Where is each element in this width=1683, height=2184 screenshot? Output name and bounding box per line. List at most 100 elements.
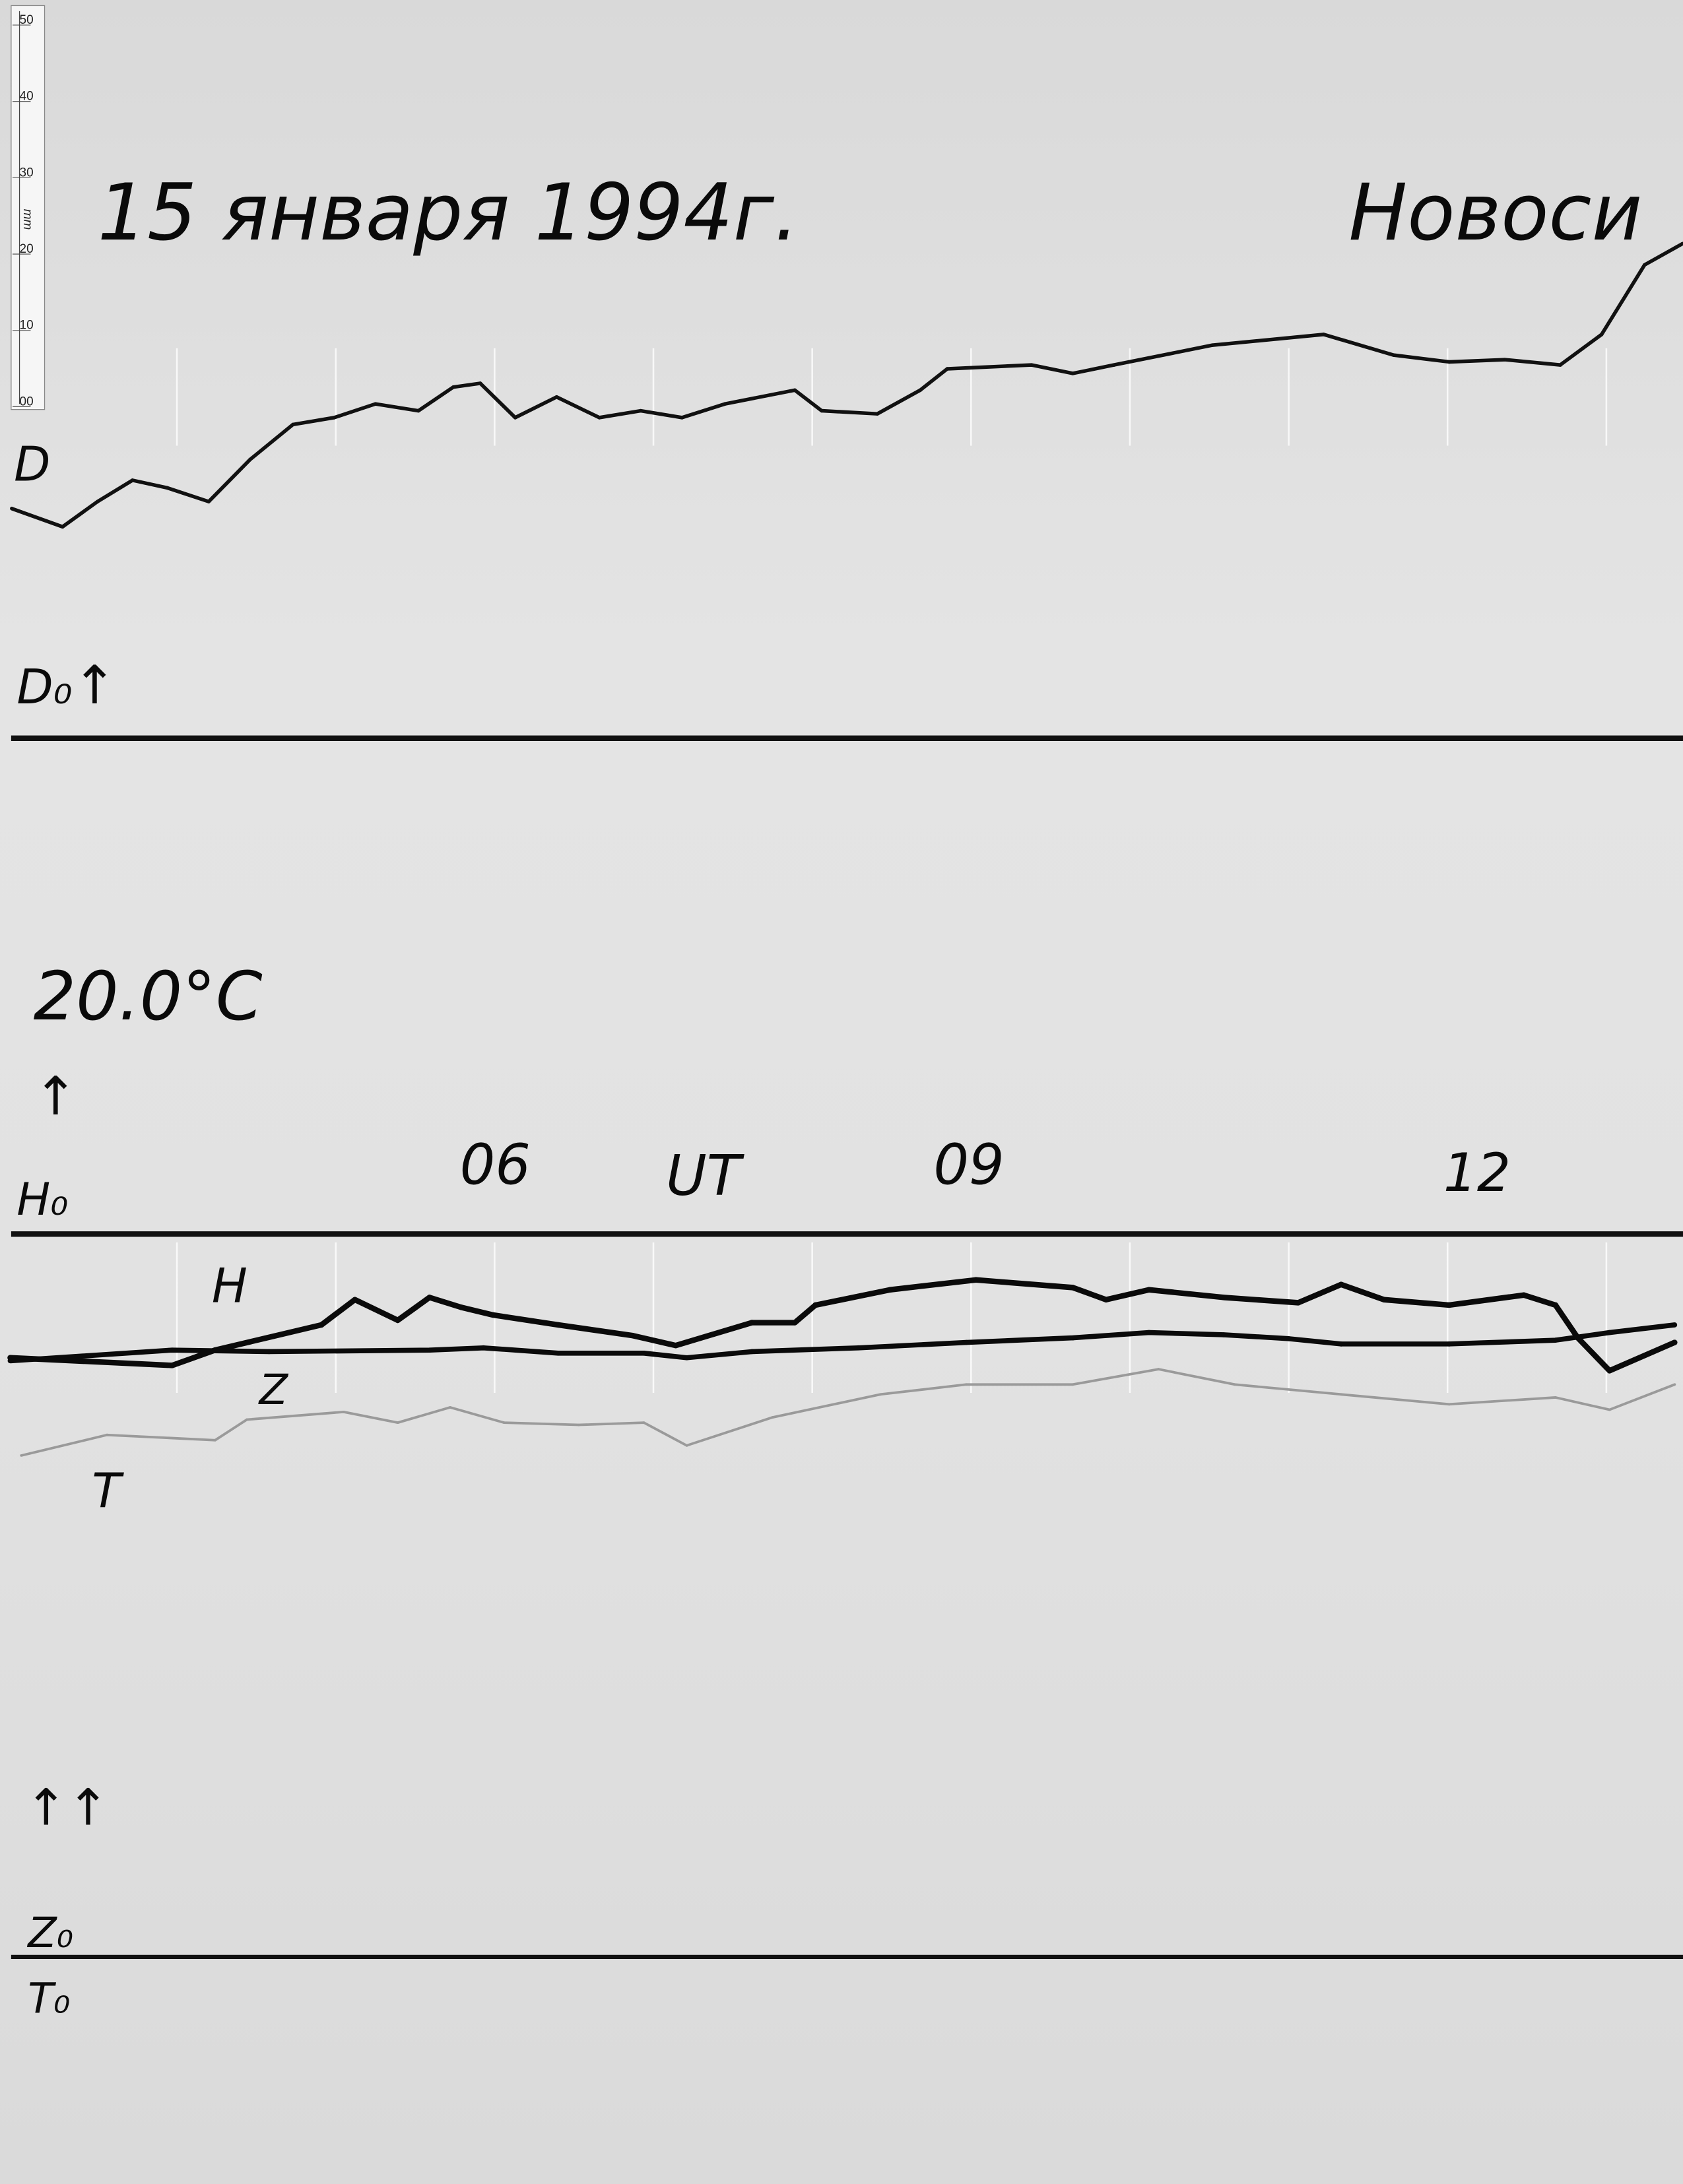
point-z [1553,1337,1558,1343]
point-t [20,1454,23,1457]
ruler-unit: mm [20,209,34,230]
point-d [332,416,337,420]
point-d [597,416,601,420]
point-h [749,1320,755,1326]
point-d [1599,333,1604,337]
point-d [918,388,923,393]
point-z [1070,1335,1076,1341]
mm-ruler: 50 40 30 20 10 00 mm [11,5,46,410]
point-d [10,506,14,511]
point-d [639,408,643,413]
label-h: H [212,1258,248,1314]
point-h [1672,1339,1678,1345]
label-z: Z [258,1365,289,1414]
point-z [641,1350,647,1356]
point-h [1552,1302,1559,1308]
point-d [1680,241,1683,245]
point-z [684,1355,690,1361]
point-t [106,1433,109,1436]
point-t [449,1406,451,1409]
point-h [555,1322,561,1328]
label-z0: Z₀ [26,1908,73,1957]
point-h [1070,1285,1076,1291]
point-d [554,395,558,399]
point-h [169,1363,176,1368]
date-title: 15 января 1994г. [98,167,799,258]
point-d [1321,333,1326,337]
point-t [1340,1393,1342,1396]
point-h [1146,1287,1152,1293]
point-d [96,499,100,503]
point-d [820,408,824,413]
point-h [630,1332,636,1339]
point-z [1286,1335,1292,1341]
point-h [1220,1295,1227,1301]
point-d [291,422,295,427]
point-d [793,388,797,393]
point-d [513,416,517,420]
point-z [855,1345,861,1351]
point-d [875,412,880,416]
point-z [480,1345,486,1351]
point-h [791,1320,798,1326]
point-t [1157,1368,1160,1371]
point-z [1672,1322,1678,1328]
point-h [1446,1302,1452,1308]
point-d [1642,263,1647,267]
ruler-tick-label: 20 [20,242,34,256]
point-h [1381,1297,1387,1303]
point-d [61,525,65,529]
point-t [771,1416,774,1419]
point-t [342,1411,345,1413]
label-d0: D₀ [16,659,72,715]
point-d [1558,363,1562,367]
ruler-tick-label: 10 [20,319,34,333]
point-z [1446,1341,1452,1347]
point-t [1554,1396,1557,1399]
tick-label-06: 06 [460,1132,531,1197]
point-h [812,1302,818,1308]
arrow-up-icon: ↑ [73,655,117,716]
label-t: T [92,1463,124,1518]
ruler-tick-label: 40 [20,90,34,104]
point-t [1233,1383,1236,1386]
label-h0: H₀ [16,1173,68,1225]
point-t [578,1423,580,1427]
point-t [685,1444,688,1447]
arrow-up-icon: ↑ [34,1066,78,1127]
point-d [1391,353,1396,357]
point-d [416,408,420,413]
point-t [1673,1383,1676,1386]
station-name: Новоси [1348,167,1642,258]
point-d [1503,358,1507,362]
point-h [318,1322,325,1328]
point-z [1146,1330,1152,1335]
point-z [964,1339,969,1345]
point-h [973,1277,979,1283]
point-z [170,1347,175,1353]
point-z [1221,1332,1226,1337]
point-d [451,385,455,389]
point-t [1608,1408,1611,1411]
point-t [965,1383,968,1386]
point-z [555,1350,561,1356]
point-z [7,1358,13,1364]
point-h [352,1297,358,1303]
point-t [642,1421,645,1425]
point-d [478,381,482,385]
point-h [395,1317,401,1324]
tick-label-09: 09 [933,1132,1004,1197]
point-t [213,1438,216,1442]
point-t [1447,1403,1451,1406]
point-d [723,402,727,406]
point-d [1447,360,1451,364]
point-t [502,1421,506,1425]
point-d [1112,363,1116,367]
point-t [246,1418,248,1421]
ruler-tick-label: 00 [20,395,34,408]
label-t0: T₀ [28,1974,70,2022]
ruler-tick-label: 30 [20,166,34,179]
trace-t [20,1368,1676,1457]
point-d [945,367,949,371]
point-z [1606,1330,1612,1335]
